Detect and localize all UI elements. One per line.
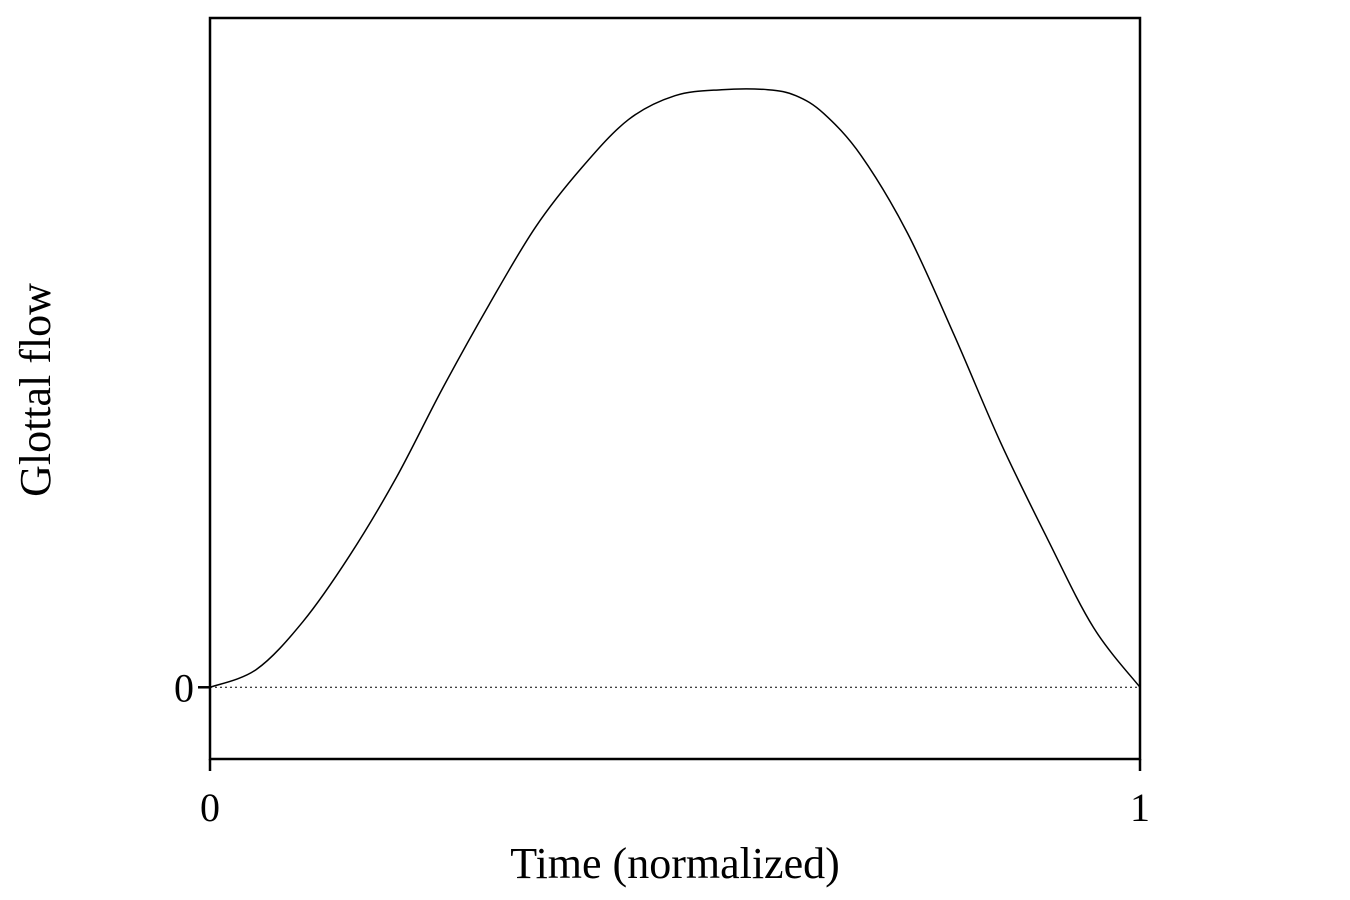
- plot-frame: [208, 16, 1142, 761]
- glottal-flow-curve: [209, 88, 1141, 688]
- y-axis-ticks: 0: [174, 665, 210, 710]
- x-tick-label: 0: [200, 785, 220, 830]
- y-tick-label: 0: [174, 665, 194, 710]
- x-axis-label: Time (normalized): [510, 839, 840, 888]
- x-tick-label: 1: [1130, 785, 1150, 830]
- y-axis-label: Glottal flow: [11, 283, 60, 497]
